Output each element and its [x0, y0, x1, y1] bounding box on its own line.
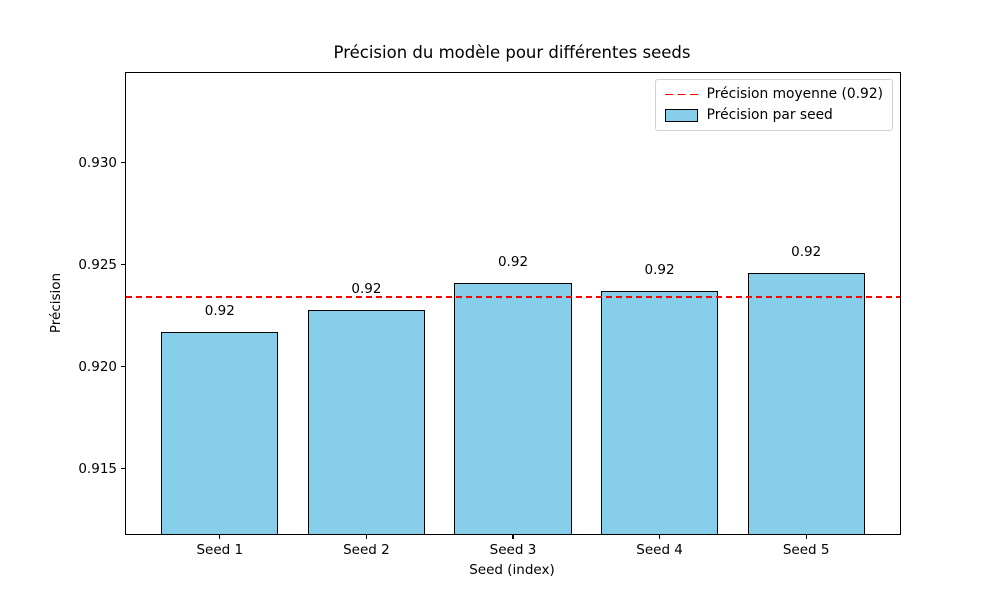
bar-value-label: 0.92: [497, 254, 529, 271]
bar-value-label: 0.92: [351, 280, 382, 297]
x-axis-label: Seed (index): [469, 562, 555, 578]
dashed-line-icon: [664, 93, 698, 96]
y-tick-label: 0.915: [78, 460, 117, 477]
y-tick-mark: [121, 162, 126, 164]
bar: [600, 291, 719, 534]
legend-entry-mean: Précision moyenne (0.92): [664, 86, 883, 103]
x-tick-mark: [805, 534, 807, 539]
legend-label: Précision par seed: [706, 107, 833, 123]
x-tick-mark: [512, 534, 514, 539]
x-tick-mark: [365, 534, 367, 539]
y-tick-label: 0.925: [78, 256, 117, 273]
x-tick-label: Seed 3: [489, 542, 537, 558]
mean-precision-line: [126, 296, 900, 299]
bar: [161, 332, 279, 534]
bar: [307, 309, 426, 534]
x-tick-label: Seed 1: [196, 542, 244, 558]
legend-label: Précision moyenne (0.92): [706, 86, 883, 102]
x-tick-label: Seed 2: [343, 542, 390, 558]
legend: Précision moyenne (0.92) Précision par s…: [654, 79, 893, 131]
bar-value-label: 0.92: [644, 262, 675, 279]
x-tick-label: Seed 5: [782, 542, 830, 558]
bar-patch-icon: [664, 109, 698, 122]
y-tick-label: 0.930: [78, 154, 117, 171]
y-axis-label: Précision: [48, 272, 64, 334]
bar: [747, 272, 865, 534]
bar-value-label: 0.92: [791, 243, 822, 260]
y-tick-mark: [121, 366, 126, 368]
y-tick-mark: [121, 264, 126, 266]
x-tick-label: Seed 4: [636, 542, 683, 558]
x-tick-mark: [658, 534, 661, 539]
legend-entry-bars: Précision par seed: [664, 107, 883, 124]
y-tick-label: 0.920: [78, 358, 117, 375]
x-tick-mark: [219, 534, 221, 539]
chart-title: Précision du modèle pour différentes see…: [333, 43, 691, 62]
bar: [454, 283, 572, 534]
plot-area: Précision moyenne (0.92) Précision par s…: [78, 72, 901, 558]
y-tick-mark: [121, 468, 126, 470]
bar-value-label: 0.92: [204, 303, 235, 320]
